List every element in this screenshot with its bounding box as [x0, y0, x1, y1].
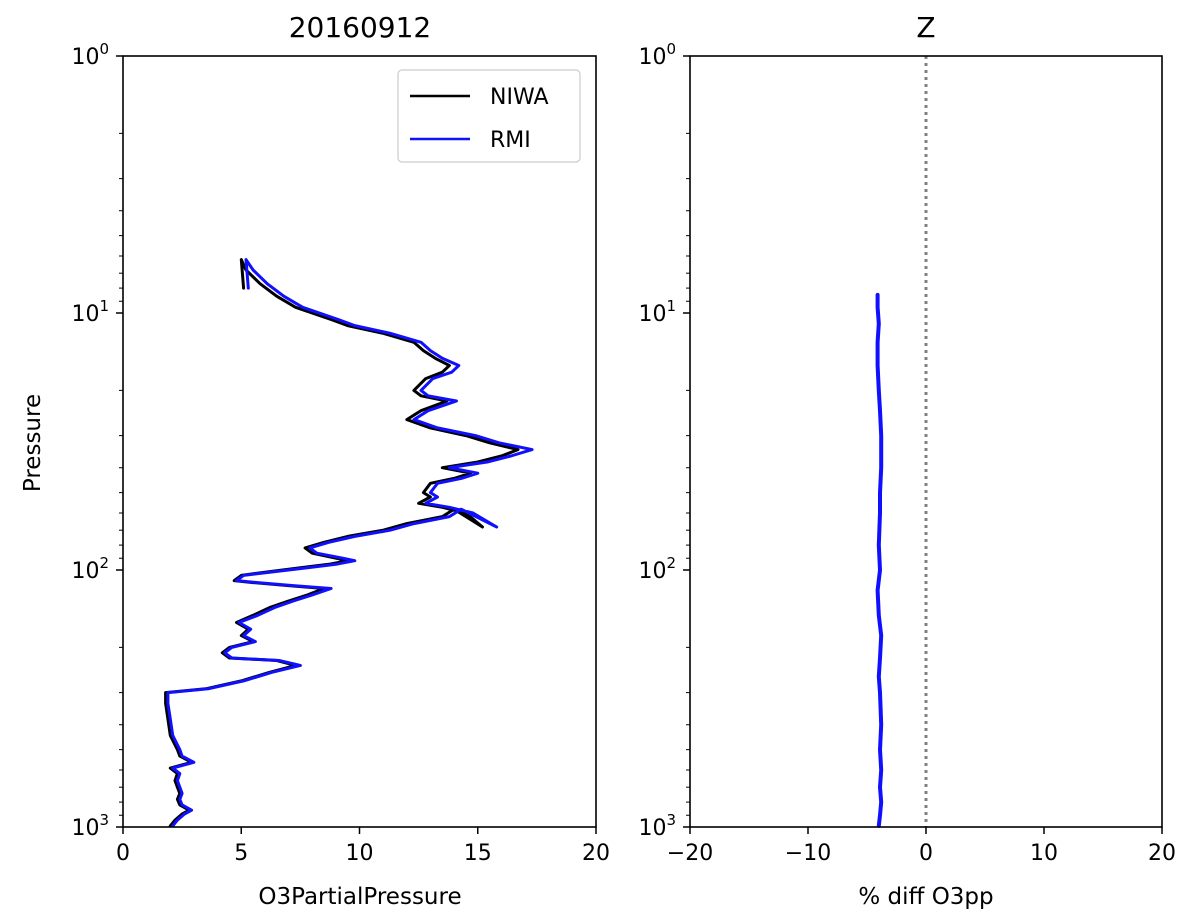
right-y-tick-label: 102	[638, 554, 676, 584]
left-y-tick-exponent: 2	[99, 554, 109, 572]
left-x-tick-label: 20	[582, 841, 610, 866]
right-x-tick-label: 20	[1148, 841, 1176, 866]
left-y-tick-base: 10	[71, 559, 99, 584]
right-panel-title: Z	[916, 11, 935, 44]
y-axis-label: Pressure	[20, 394, 46, 492]
right-axes-frame	[689, 55, 1163, 828]
legend-label-rmi: RMI	[490, 128, 531, 153]
left-x-tick-label: 10	[346, 841, 374, 866]
right-y-tick-base: 10	[638, 816, 666, 841]
right-x-tick-label: −20	[667, 841, 713, 866]
left-x-tick-label: 15	[464, 841, 492, 866]
left-panel-profile: 20160912 O3PartialPressure Pressure 0 5 10…	[20, 11, 610, 910]
right-y-tick-base: 10	[638, 302, 666, 327]
left-plot-area	[164, 258, 534, 828]
left-y-tick-label: 103	[71, 811, 109, 841]
left-x-tick-label: 0	[116, 841, 130, 866]
left-y-tick-base: 10	[71, 45, 99, 70]
right-y-tick-base: 10	[638, 45, 666, 70]
left-panel-title: 20160912	[289, 11, 432, 44]
left-y-tick-exponent: 0	[99, 40, 109, 58]
left-x-tick-label: 5	[234, 841, 248, 866]
right-plot-area	[875, 56, 928, 828]
left-series-line-niwa	[164, 258, 520, 828]
right-series-line-percent-difference	[875, 292, 884, 828]
right-x-tick-label: 0	[919, 841, 933, 866]
left-y-tick-base: 10	[71, 302, 99, 327]
legend: NIWA RMI	[397, 69, 581, 163]
left-y-tick-exponent: 3	[99, 811, 109, 829]
right-y-tick-label: 100	[638, 40, 676, 70]
right-y-tick-exponent: 0	[666, 40, 676, 58]
legend-label-niwa: NIWA	[490, 85, 549, 110]
right-x-tick-label: −10	[785, 841, 831, 866]
right-y-tick-base: 10	[638, 559, 666, 584]
left-x-axis-label: O3PartialPressure	[258, 884, 461, 910]
right-y-tick-exponent: 3	[666, 811, 676, 829]
left-y-tick-label: 102	[71, 554, 109, 584]
left-y-tick-label: 100	[71, 40, 109, 70]
right-y-tick-label: 103	[638, 811, 676, 841]
left-y-tick-label: 101	[71, 297, 109, 327]
left-series-line-rmi	[166, 258, 534, 828]
legend-box	[397, 69, 581, 163]
right-y-tick-exponent: 1	[666, 297, 676, 315]
right-y-tick-label: 101	[638, 297, 676, 327]
right-x-tick-label: 10	[1030, 841, 1058, 866]
right-y-tick-exponent: 2	[666, 554, 676, 572]
right-x-axis-label: % diff O3pp	[858, 884, 993, 910]
left-y-tick-base: 10	[71, 816, 99, 841]
left-y-tick-exponent: 1	[99, 297, 109, 315]
left-axes-frame	[122, 55, 597, 828]
